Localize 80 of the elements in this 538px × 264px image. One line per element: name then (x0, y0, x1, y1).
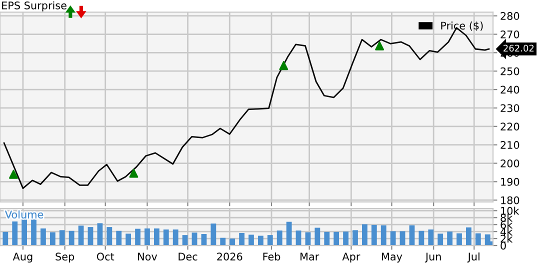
bar (116, 230, 122, 246)
y-tick-label: 220 (500, 122, 520, 131)
bar (248, 234, 254, 246)
bar (314, 228, 320, 246)
x-tick-label: Feb (263, 252, 280, 261)
bar (40, 228, 46, 246)
bar (210, 224, 216, 246)
bar (438, 234, 444, 246)
y-tick-label: 210 (500, 141, 520, 149)
bar (192, 232, 198, 246)
bar (400, 231, 406, 246)
bar (144, 228, 150, 246)
point (279, 61, 288, 70)
x-tick-label: Nov (138, 252, 158, 261)
chart-title: EPS Surprise (2, 1, 66, 12)
bar (31, 219, 36, 246)
x-tick-label: Mar (300, 252, 320, 261)
y-tick-label: 10k (501, 206, 520, 215)
bar (362, 224, 368, 246)
x-tick-label: Jul (467, 252, 480, 262)
bar (324, 232, 330, 246)
y-tick-label: 280 (500, 12, 520, 20)
bar (106, 227, 112, 246)
y-tick-label: 6k (500, 220, 513, 229)
bar (475, 233, 481, 246)
point (375, 41, 384, 50)
annotation: 262.02 (504, 44, 534, 52)
y-tick-label: 230 (500, 104, 520, 112)
bar (447, 232, 452, 246)
point (9, 170, 18, 179)
bar (78, 226, 84, 246)
bar (88, 227, 94, 246)
y-tick-label: 270 (500, 30, 520, 38)
bar (172, 229, 178, 246)
bar (456, 233, 462, 246)
bar (466, 227, 472, 246)
x-tick-label: Sep (56, 252, 74, 263)
x-tick-label: May (382, 252, 402, 263)
bar (390, 231, 396, 246)
y-tick-label: 2k (500, 234, 513, 243)
bar (239, 232, 244, 246)
bar (334, 232, 340, 246)
bar (230, 238, 236, 246)
y-tick-label: 4k (500, 228, 513, 236)
x-tick-label: Apr (342, 252, 360, 263)
bar (418, 230, 424, 246)
bar (220, 238, 226, 246)
point (129, 168, 138, 178)
bar (380, 225, 386, 246)
bar (352, 230, 358, 246)
bar (163, 229, 169, 246)
x-tick-label: Jun (424, 252, 441, 262)
y-tick-label: 200 (500, 159, 520, 168)
bar (182, 235, 188, 246)
bar (2, 232, 8, 246)
bar (59, 230, 65, 246)
x-tick-label: Oct (96, 252, 114, 261)
bar (258, 236, 264, 246)
x-tick-label: Aug (12, 252, 32, 263)
legend-label: Price ($) (441, 22, 483, 31)
y-tick-label: 250 (500, 67, 520, 76)
y-tick-label: 190 (501, 178, 520, 186)
y-tick-label: 180 (501, 196, 520, 204)
bar (50, 232, 56, 246)
bar (276, 230, 282, 246)
bar (428, 229, 434, 246)
bar (12, 221, 18, 246)
bar (135, 228, 140, 246)
bar (343, 232, 348, 246)
bar (371, 224, 377, 246)
x-tick-label: Dec (178, 252, 198, 261)
bar (97, 223, 103, 246)
bar (267, 235, 273, 246)
bar (286, 222, 292, 246)
bar (126, 234, 132, 246)
x-tick-label: 2026 (217, 252, 242, 261)
bar (154, 228, 160, 246)
bar (68, 230, 74, 246)
bar (296, 230, 302, 246)
y-tick-label: 240 (500, 86, 520, 94)
